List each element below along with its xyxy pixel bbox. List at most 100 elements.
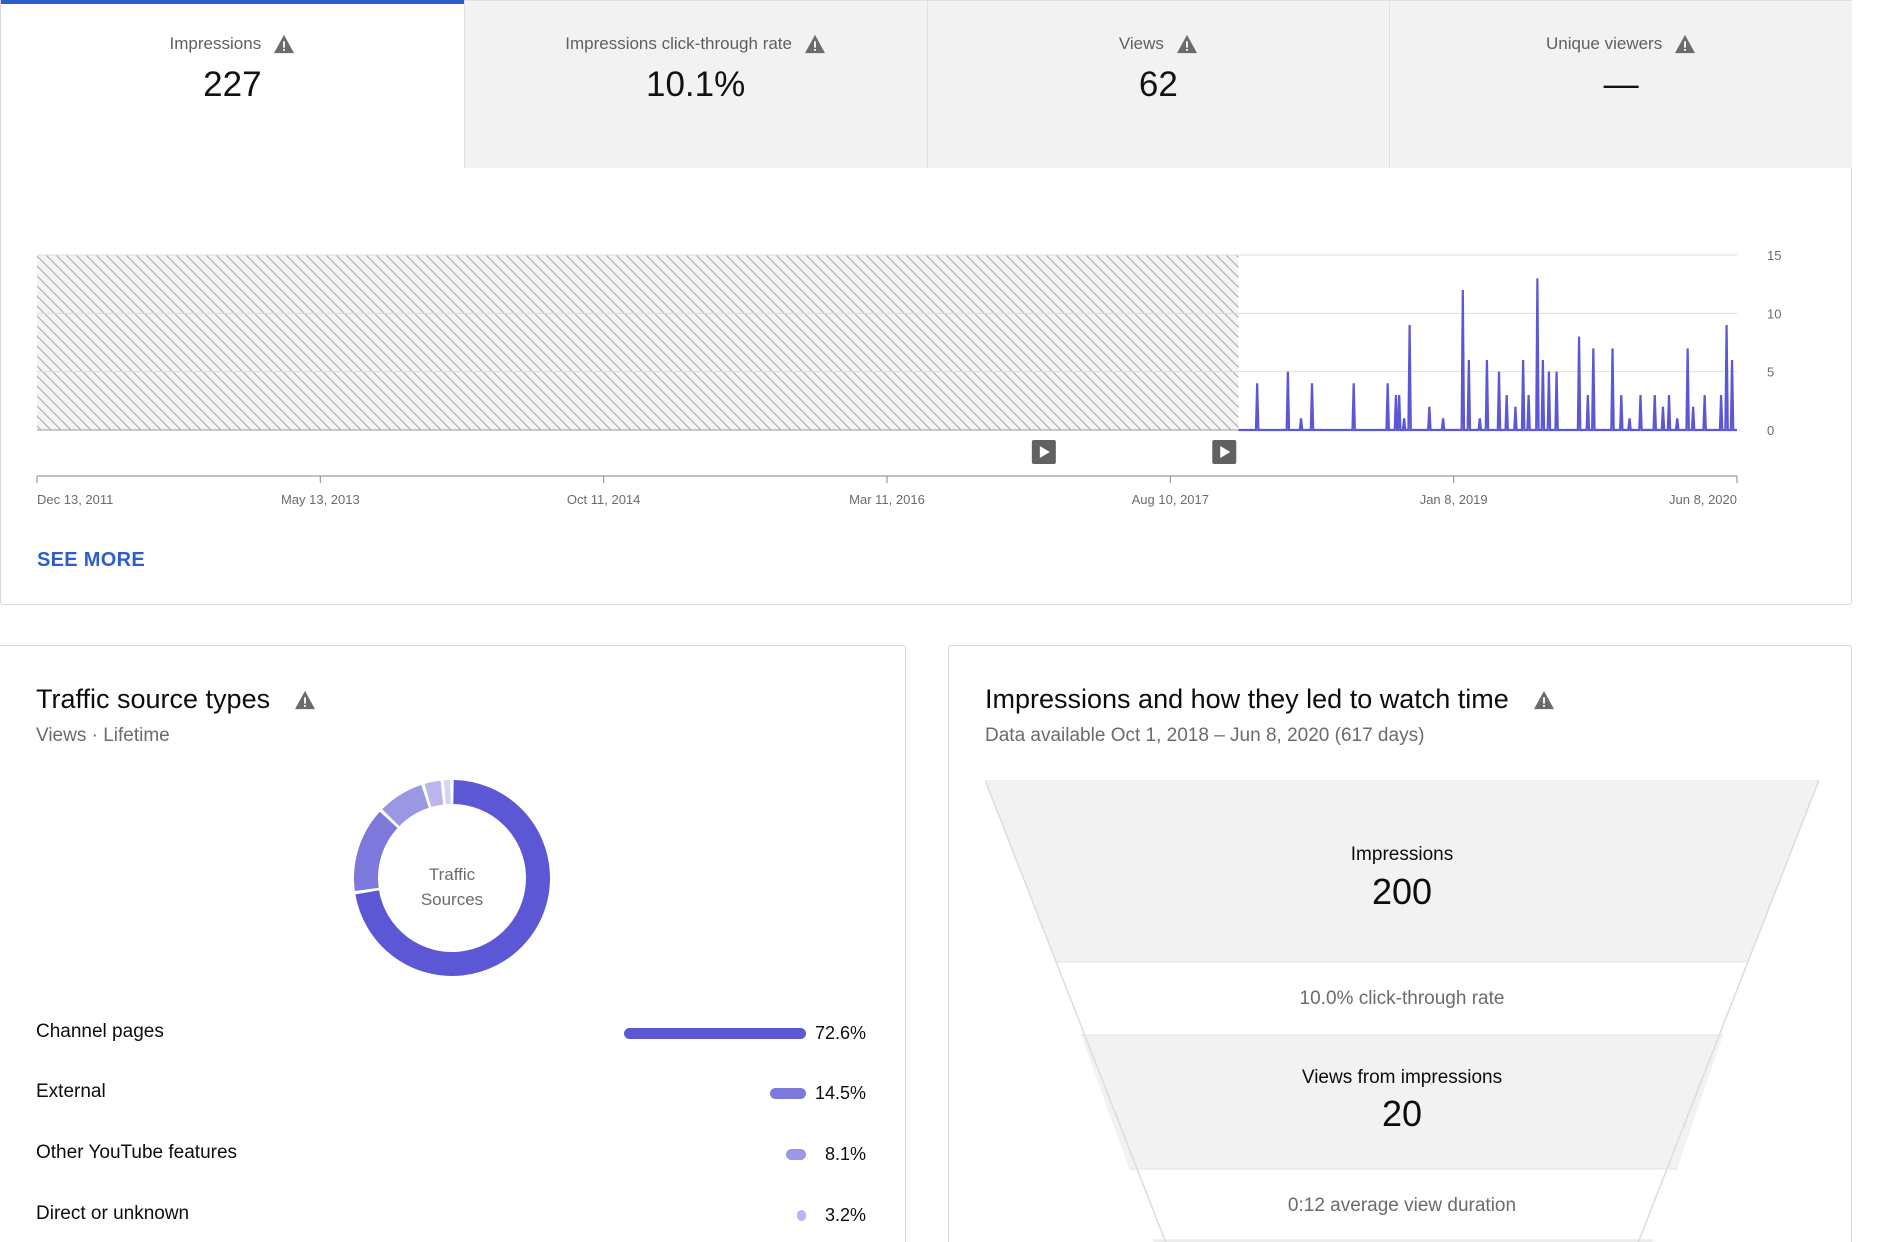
donut-slice[interactable] (424, 780, 444, 808)
traffic-source-row[interactable]: Direct or unknown 3.2% (36, 1203, 866, 1233)
x-tick-label: Oct 11, 2014 (567, 492, 640, 507)
y-tick-label: 5 (1767, 365, 1774, 380)
x-tick-label: Dec 13, 2011 (37, 492, 113, 507)
data-point (1661, 405, 1665, 409)
traffic-donut-chart (354, 780, 550, 976)
donut-slice[interactable] (382, 784, 430, 827)
traffic-source-bar (624, 1028, 806, 1039)
tab-label: Impressions (169, 34, 262, 53)
data-point (1352, 381, 1356, 385)
funnel-band-views (1081, 1035, 1723, 1169)
tab-value: 10.1% (646, 65, 746, 104)
tab-value: — (1603, 65, 1639, 104)
donut-slice[interactable] (355, 780, 550, 976)
traffic-source-row[interactable]: Other YouTube features 8.1% (36, 1142, 866, 1172)
funnel-diagram (985, 780, 1819, 1242)
y-tick-label: 0 (1767, 423, 1774, 438)
data-point (1299, 416, 1303, 420)
card-subtitle: Views · Lifetime (36, 725, 170, 746)
traffic-source-card: Traffic source types Views · Lifetime Tr… (0, 645, 906, 1242)
funnel-band-avd (1129, 1169, 1677, 1240)
funnel-band-ctr (1057, 962, 1747, 1035)
funnel-views-label: Views from impressions (1301, 1067, 1503, 1088)
data-point (1577, 335, 1581, 339)
tab-impressions[interactable]: Impressions 227 (1, 0, 464, 168)
y-tick-label: 15 (1767, 248, 1781, 263)
data-point (1513, 405, 1517, 409)
warning-icon[interactable] (1674, 34, 1696, 54)
x-tick-label: Mar 11, 2016 (849, 492, 925, 507)
tab-views[interactable]: Views 62 (926, 0, 1390, 168)
data-point (1286, 370, 1290, 374)
data-point (1441, 416, 1445, 420)
data-point (1461, 288, 1465, 292)
funnel-avd-text: 0:12 average view duration (1287, 1195, 1517, 1216)
funnel-ctr-text: 10.0% click-through rate (1299, 988, 1505, 1009)
traffic-source-percent: 8.1% (824, 1144, 866, 1164)
traffic-source-row[interactable]: Channel pages 72.6% (36, 1021, 866, 1051)
tab-label: Unique viewers (1546, 34, 1663, 53)
data-point (1653, 393, 1657, 397)
data-point (1675, 416, 1679, 420)
traffic-source-name: Other YouTube features (36, 1142, 238, 1163)
traffic-source-name: Direct or unknown (36, 1203, 190, 1224)
metrics-card: Impressions 227 Impressions click-throug… (0, 0, 1852, 605)
tab-value: 227 (203, 65, 262, 104)
data-point (1427, 405, 1431, 409)
donut-center-label: Traffic Sources (420, 865, 484, 909)
tab-unique-viewers[interactable]: Unique viewers — (1389, 0, 1852, 168)
impressions-series-line (1238, 278, 1737, 432)
card-title: Traffic source types (36, 684, 271, 714)
data-point (1467, 358, 1471, 362)
data-point (1497, 370, 1501, 374)
data-point (1703, 393, 1707, 397)
traffic-source-row[interactable]: External 14.5% (36, 1081, 866, 1111)
traffic-source-bar (797, 1210, 806, 1221)
metric-tabs: Impressions 227 Impressions click-throug… (1, 0, 1852, 168)
data-point (1255, 381, 1259, 385)
data-point (1686, 346, 1690, 350)
tab-impressions-ctr[interactable]: Impressions click-through rate 10.1% (463, 0, 927, 168)
funnel-band-impressions (985, 780, 1819, 962)
traffic-source-percent: 14.5% (814, 1083, 866, 1103)
tab-value: 62 (1138, 65, 1178, 104)
data-point (1591, 346, 1595, 350)
data-point (1611, 346, 1615, 350)
donut-slice[interactable] (354, 811, 398, 892)
data-point (1527, 393, 1531, 397)
video-published-marker[interactable] (1031, 440, 1056, 464)
data-point (1719, 393, 1723, 397)
traffic-source-name: Channel pages (36, 1021, 164, 1042)
card-subtitle: Data available Oct 1, 2018 – Jun 8, 2020… (985, 725, 1425, 746)
impressions-chart: 15 10 5 0 Dec 13, 2011 May 13, 2013 Oct 11, 20… (36, 248, 1781, 507)
data-point (1691, 405, 1695, 409)
data-point (1586, 393, 1590, 397)
data-point (1541, 358, 1545, 362)
x-tick-label: May 13, 2013 (281, 492, 360, 507)
warning-icon[interactable] (1533, 690, 1555, 710)
data-point (1408, 323, 1412, 327)
traffic-source-percent: 72.6% (814, 1023, 866, 1043)
see-more-link[interactable]: SEE MORE (37, 549, 145, 571)
warning-icon[interactable] (804, 34, 826, 54)
y-tick-label: 10 (1767, 306, 1781, 321)
warning-icon[interactable] (294, 690, 316, 710)
funnel-views-value: 20 (1381, 1093, 1423, 1134)
data-point (1555, 370, 1559, 374)
data-point (1628, 416, 1632, 420)
warning-icon[interactable] (273, 34, 295, 54)
data-point (1730, 358, 1734, 362)
data-point (1619, 393, 1623, 397)
data-point (1310, 381, 1314, 385)
data-point (1638, 393, 1642, 397)
warning-icon[interactable] (1176, 34, 1198, 54)
data-point (1478, 416, 1482, 420)
video-published-marker[interactable] (1212, 440, 1237, 464)
traffic-source-bar (785, 1149, 806, 1160)
traffic-source-percent: 3.2% (824, 1205, 866, 1225)
tab-label: Impressions click-through rate (565, 34, 792, 53)
traffic-source-name: External (36, 1081, 106, 1102)
funnel-impressions-value: 200 (1371, 871, 1433, 912)
no-data-region (37, 255, 1239, 430)
x-tick-label: Jan 8, 2019 (1420, 492, 1488, 507)
